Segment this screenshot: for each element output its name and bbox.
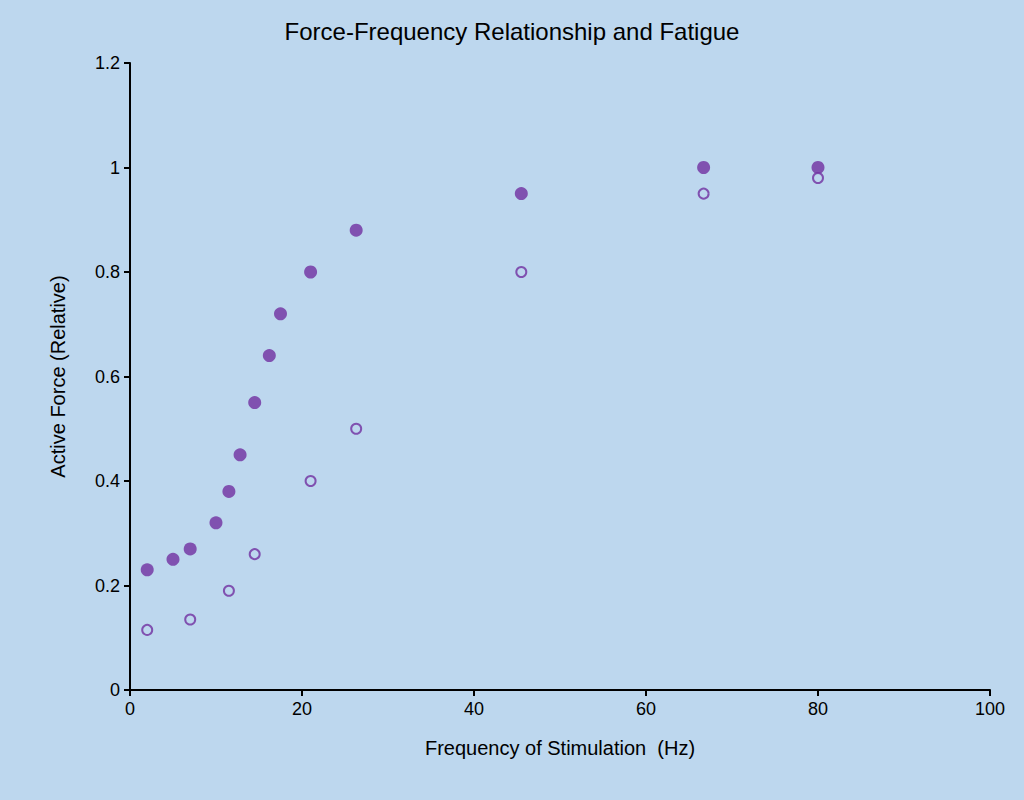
svg-text:1: 1 (110, 158, 120, 178)
svg-text:0.2: 0.2 (95, 576, 120, 596)
svg-text:60: 60 (636, 699, 656, 719)
svg-text:0.6: 0.6 (95, 367, 120, 387)
svg-text:40: 40 (464, 699, 484, 719)
svg-text:Active Force (Relative): Active Force (Relative) (47, 275, 69, 477)
svg-text:Force-Frequency Relationship a: Force-Frequency Relationship and Fatigue (285, 18, 740, 45)
svg-text:0: 0 (110, 680, 120, 700)
svg-text:100: 100 (975, 699, 1005, 719)
svg-text:0.4: 0.4 (95, 471, 120, 491)
svg-text:Frequency of Stimulation (Hz): Frequency of Stimulation (Hz) (425, 737, 695, 759)
svg-text:80: 80 (808, 699, 828, 719)
svg-text:0.8: 0.8 (95, 262, 120, 282)
svg-text:0: 0 (125, 699, 135, 719)
svg-text:20: 20 (292, 699, 312, 719)
svg-text:1.2: 1.2 (95, 53, 120, 73)
